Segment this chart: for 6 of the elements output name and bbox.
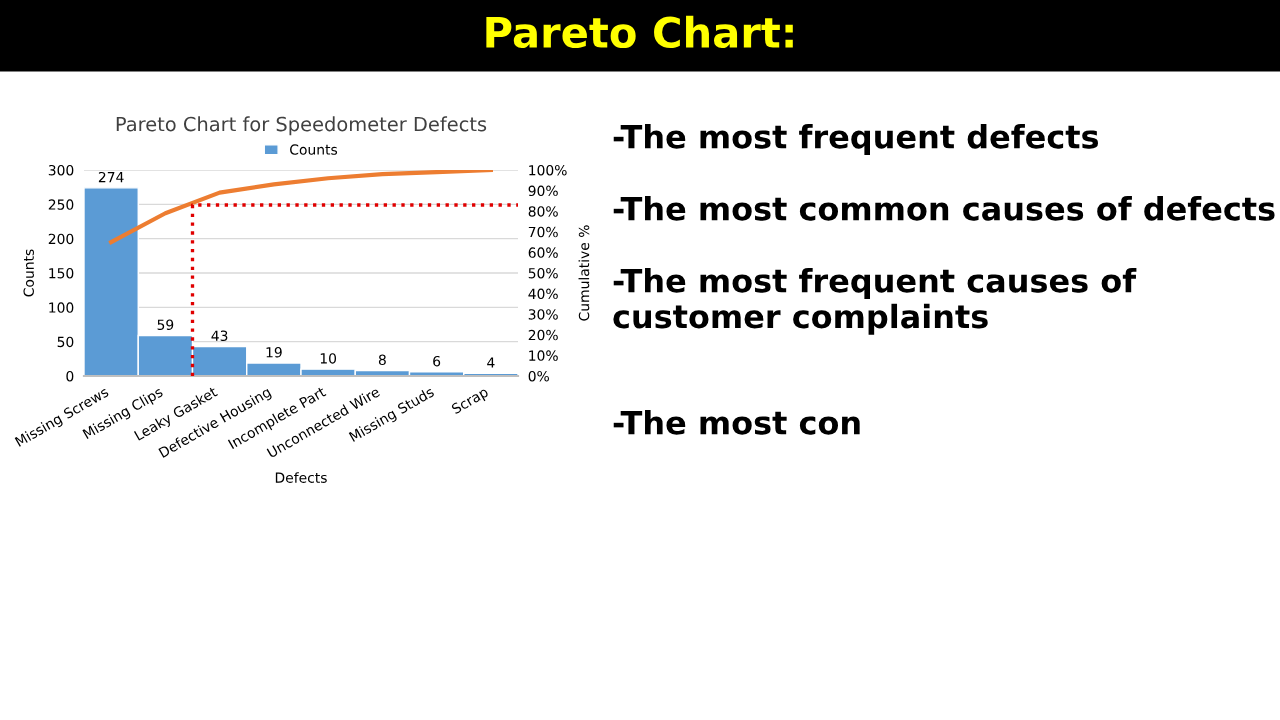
text: Pareto Chart: xyxy=(486,15,793,49)
text: -The most con xyxy=(613,410,860,435)
chart-title: Pareto Chart for Speedometer Defects xyxy=(116,116,487,136)
text: -The most frequent defects xyxy=(613,124,1099,155)
text: -The most frequent causes of customer complaints xyxy=(613,268,1137,335)
text: -The most common causes of defects xyxy=(613,196,1275,221)
